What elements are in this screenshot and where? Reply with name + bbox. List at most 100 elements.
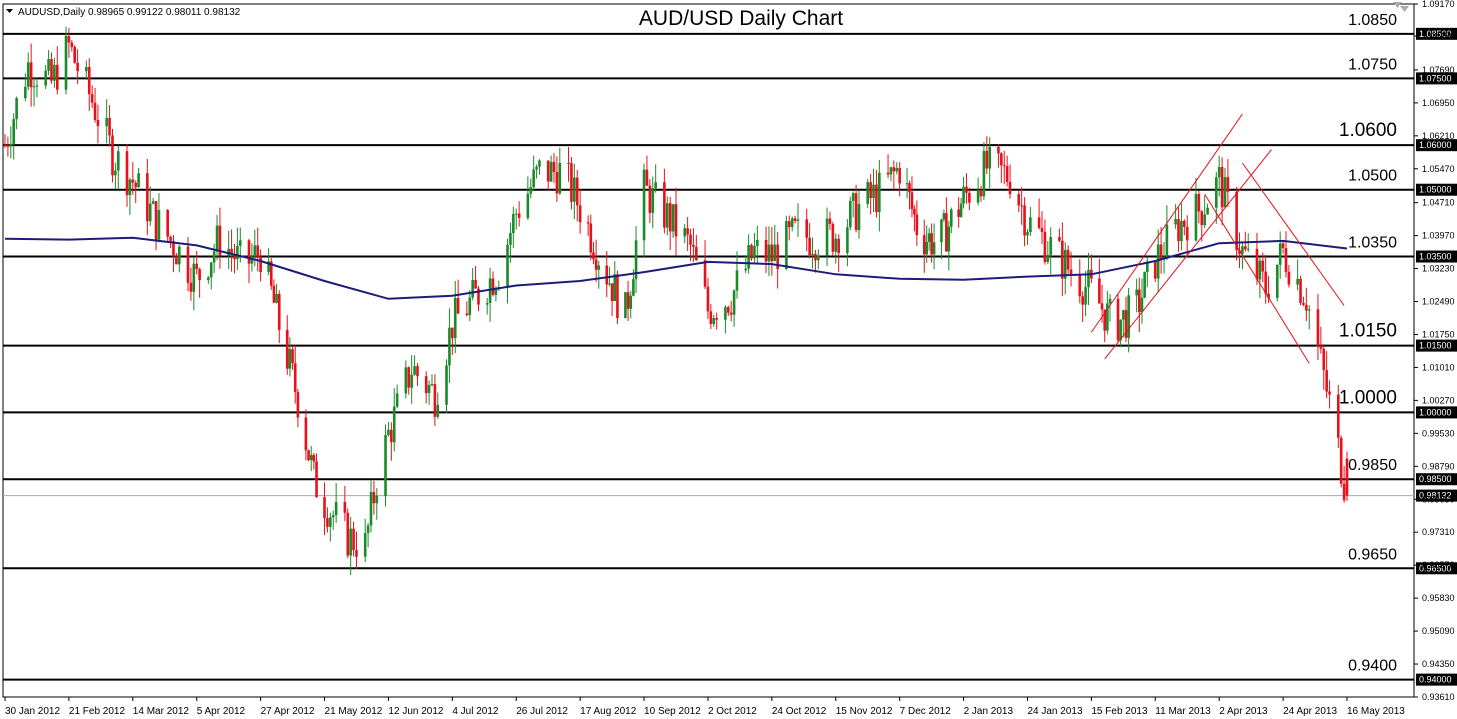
- candle-body: [366, 525, 370, 534]
- candle-body: [172, 240, 175, 257]
- candle-body: [392, 406, 396, 443]
- candle-body: [997, 146, 1000, 154]
- candle-body: [632, 279, 635, 296]
- candle-body: [477, 288, 480, 305]
- candle-body: [436, 404, 440, 417]
- candle-body: [1185, 226, 1189, 241]
- candle-body: [1336, 394, 1340, 438]
- x-tick-label: 4 Jul 2012: [452, 706, 499, 717]
- candle-body: [592, 252, 595, 260]
- candle-body: [626, 292, 630, 309]
- candle-body: [915, 214, 919, 236]
- candle-body: [1087, 269, 1090, 288]
- candle-body: [624, 292, 627, 319]
- candle-body: [105, 117, 108, 127]
- candle-body: [355, 550, 358, 557]
- candle-body: [555, 172, 559, 194]
- y-tick-label: 1.00270: [1422, 395, 1455, 405]
- candle-body: [683, 228, 687, 237]
- candle-body: [1319, 346, 1323, 349]
- y-tick-label: 1.01010: [1422, 362, 1455, 372]
- candle-body: [35, 85, 39, 87]
- candle-body: [651, 188, 655, 213]
- candle-body: [485, 302, 489, 305]
- channel-trendline: [1204, 193, 1310, 364]
- candle-body: [558, 162, 562, 194]
- candle-body: [1108, 298, 1112, 304]
- y-tick-label: 0.97310: [1422, 527, 1455, 537]
- candle-body: [1049, 237, 1053, 256]
- y-tick-label: 1.05470: [1422, 164, 1455, 174]
- candle-body: [494, 289, 498, 295]
- candle-body: [1058, 237, 1061, 241]
- candle-body: [908, 183, 911, 193]
- candle-body: [851, 193, 855, 201]
- y-tick-label: 1.01750: [1422, 329, 1455, 339]
- level-price-box-label: 1.05000: [1419, 185, 1452, 195]
- candle-body: [982, 150, 986, 197]
- level-label: 1.0000: [1339, 387, 1397, 408]
- candle-body: [1287, 271, 1291, 285]
- candle-body: [269, 261, 273, 286]
- candle-body: [1138, 289, 1141, 313]
- level-price-box-label: 0.94000: [1419, 675, 1452, 685]
- candle-body: [1000, 153, 1003, 166]
- candle-body: [965, 186, 968, 193]
- candle-body: [549, 161, 553, 182]
- candle-body: [913, 208, 916, 215]
- candle-body: [674, 204, 678, 237]
- candle-body: [1246, 248, 1250, 250]
- candle-body: [50, 58, 53, 81]
- x-tick-label: 12 Jun 2012: [388, 706, 443, 717]
- candle-body: [1005, 166, 1009, 182]
- x-tick-label: 2 Oct 2012: [708, 706, 757, 717]
- candle-body: [892, 167, 896, 172]
- candle-body: [267, 261, 270, 273]
- candle-body: [491, 278, 495, 295]
- candle-body: [785, 221, 788, 269]
- candle-body: [430, 384, 434, 386]
- candle-body: [715, 318, 718, 320]
- candle-body: [962, 186, 965, 204]
- candle-body: [695, 246, 698, 261]
- y-tick-label: 1.09170: [1422, 0, 1455, 9]
- candle-body: [76, 62, 79, 72]
- candle-body: [648, 185, 652, 213]
- y-tick-label: 1.06950: [1422, 98, 1455, 108]
- level-price-box-label: 1.08500: [1419, 29, 1452, 39]
- channel-trendline: [1090, 113, 1243, 333]
- candle-body: [32, 86, 36, 88]
- candle-body: [857, 204, 861, 231]
- dropdown-triangle-icon[interactable]: [6, 9, 13, 13]
- y-tick-label: 0.95090: [1422, 626, 1455, 636]
- candle-body: [756, 239, 759, 246]
- candle-body: [416, 366, 419, 377]
- level-price-box: [1416, 473, 1457, 486]
- level-price-box: [1416, 406, 1457, 419]
- chart-shift-icon[interactable]: [1393, 2, 1402, 8]
- candle-body: [889, 167, 893, 175]
- candle-body: [968, 192, 971, 203]
- candle-body: [166, 210, 169, 237]
- candle-body: [404, 367, 408, 394]
- candle-body: [573, 177, 576, 202]
- candle-body: [125, 151, 129, 196]
- autoscroll-icon[interactable]: [1400, 6, 1409, 12]
- candle-body: [1174, 218, 1177, 225]
- x-tick-label: 30 Jan 2012: [5, 706, 60, 717]
- candle-body: [645, 169, 649, 186]
- candle-body: [1143, 272, 1146, 298]
- candle-body: [1220, 167, 1224, 208]
- candle-body: [288, 349, 292, 369]
- candle-body: [729, 312, 733, 315]
- candle-body: [195, 263, 199, 270]
- candle-body: [70, 42, 74, 48]
- candle-body: [514, 213, 518, 215]
- candle-body: [111, 135, 114, 176]
- candle-body: [451, 327, 454, 339]
- candle-body: [1261, 260, 1265, 272]
- candle-body: [1241, 246, 1244, 254]
- candle-body: [175, 256, 178, 265]
- candle-body: [1238, 250, 1241, 254]
